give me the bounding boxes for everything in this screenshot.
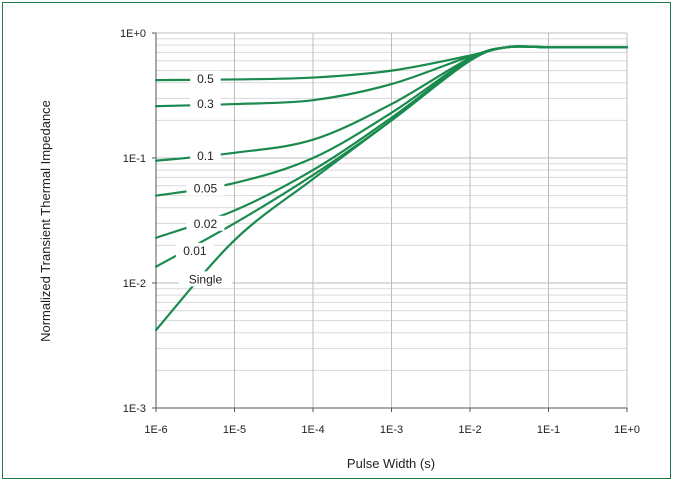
curve-label: 0.05	[194, 182, 218, 196]
curve-label-bg	[190, 70, 221, 86]
x-tick-label: 1E-5	[223, 424, 246, 436]
x-tick-label: 1E-6	[144, 424, 167, 436]
x-tick-label: 1E-3	[380, 424, 403, 436]
x-tick-label: 1E-4	[301, 424, 324, 436]
curve-label-bg	[178, 271, 232, 287]
curve-label: Single	[189, 272, 223, 286]
curve-label-bg	[175, 242, 214, 258]
series-lines	[154, 45, 629, 332]
x-tick-label: 1E-2	[458, 424, 481, 436]
y-tick-label: 1E-2	[123, 278, 146, 290]
y-tick-label: 1E-3	[123, 403, 146, 415]
x-axis-title: Pulse Width (s)	[347, 456, 435, 471]
chart-frame	[2, 2, 671, 479]
series-line	[154, 45, 629, 332]
curve-label: 0.1	[197, 149, 214, 163]
y-tick-label: 1E+0	[120, 28, 146, 40]
axes	[152, 32, 628, 412]
curve-label: 0.3	[197, 97, 214, 111]
x-tick-label: 1E-1	[537, 424, 560, 436]
curve-label-bg	[186, 180, 225, 196]
x-tick-label: 1E+0	[614, 424, 640, 436]
curve-label-bg	[190, 96, 221, 112]
y-tick-label: 1E-1	[123, 153, 146, 165]
curve-label-bg	[186, 215, 225, 231]
curve-label-bg	[190, 147, 221, 163]
curve-label: 0.5	[197, 72, 214, 86]
curve-labels: 0.5 0.3 0.1 0.05 0.02 0.01 Single	[175, 70, 232, 287]
curve-label: 0.01	[183, 244, 207, 258]
y-axis-title: Normalized Transient Thermal Impedance	[38, 100, 53, 342]
grid	[155, 32, 628, 409]
curve-label: 0.02	[194, 217, 218, 231]
tick-labels: 1E-6 1E-5 1E-4 1E-3 1E-2 1E-1 1E+0 1E-3 1E-2 1E-1…	[120, 28, 640, 436]
